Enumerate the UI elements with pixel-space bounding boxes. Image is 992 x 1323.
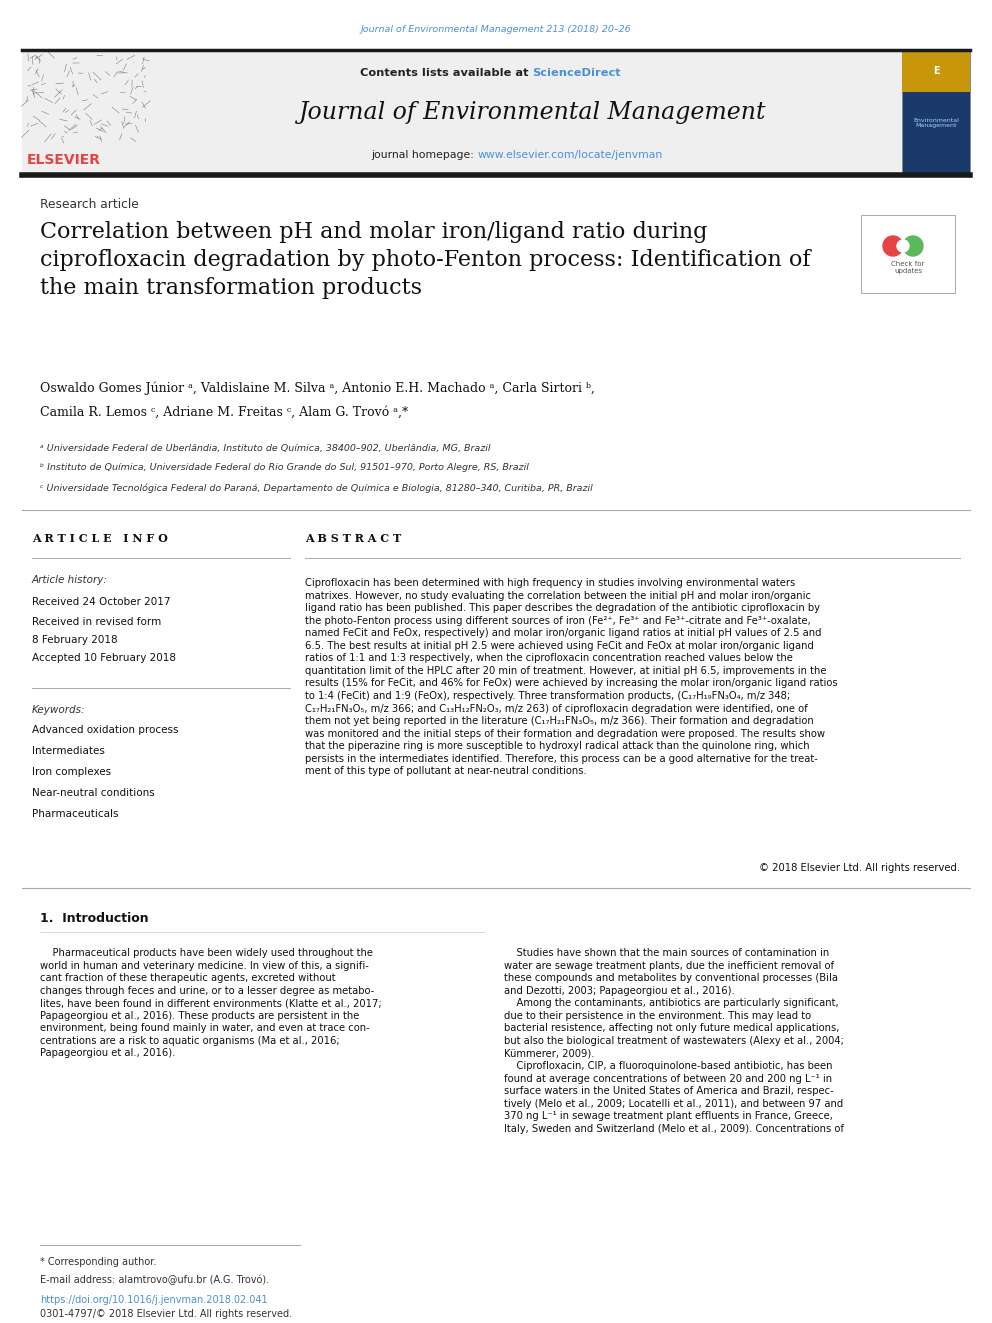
Text: 8 February 2018: 8 February 2018 <box>32 635 118 646</box>
FancyBboxPatch shape <box>22 50 970 175</box>
Text: © 2018 Elsevier Ltd. All rights reserved.: © 2018 Elsevier Ltd. All rights reserved… <box>759 863 960 873</box>
Text: ᵇ Instituto de Química, Universidade Federal do Rio Grande do Sul, 91501–970, Po: ᵇ Instituto de Química, Universidade Fed… <box>40 463 529 472</box>
Text: Advanced oxidation process: Advanced oxidation process <box>32 725 179 736</box>
Text: Environmental
Management: Environmental Management <box>913 118 959 128</box>
Text: Article history:: Article history: <box>32 576 108 585</box>
Text: A B S T R A C T: A B S T R A C T <box>305 532 401 544</box>
Text: Received 24 October 2017: Received 24 October 2017 <box>32 597 171 607</box>
Text: Correlation between pH and molar iron/ligand ratio during
ciprofloxacin degradat: Correlation between pH and molar iron/li… <box>40 221 810 299</box>
Text: ᵃ Universidade Federal de Uberlândia, Instituto de Química, 38400–902, Uberlândi: ᵃ Universidade Federal de Uberlândia, In… <box>40 443 490 452</box>
Circle shape <box>903 235 923 255</box>
Text: Pharmaceuticals: Pharmaceuticals <box>32 808 118 819</box>
Text: Studies have shown that the main sources of contamination in
water are sewage tr: Studies have shown that the main sources… <box>504 949 844 1134</box>
Text: Research article: Research article <box>40 198 139 212</box>
Text: Accepted 10 February 2018: Accepted 10 February 2018 <box>32 654 176 663</box>
Text: Oswaldo Gomes Júnior ᵃ, Valdislaine M. Silva ᵃ, Antonio E.H. Machado ᵃ, Carla Si: Oswaldo Gomes Júnior ᵃ, Valdislaine M. S… <box>40 381 595 394</box>
Text: * Corresponding author.: * Corresponding author. <box>40 1257 157 1267</box>
Text: Keywords:: Keywords: <box>32 705 85 714</box>
Text: Journal of Environmental Management 213 (2018) 20–26: Journal of Environmental Management 213 … <box>361 25 631 34</box>
Text: Ciprofloxacin has been determined with high frequency in studies involving envir: Ciprofloxacin has been determined with h… <box>305 578 837 777</box>
Circle shape <box>897 239 909 251</box>
Text: https://doi.org/10.1016/j.jenvman.2018.02.041: https://doi.org/10.1016/j.jenvman.2018.0… <box>40 1295 268 1304</box>
Text: journal homepage:: journal homepage: <box>371 149 477 160</box>
Text: E: E <box>932 66 939 75</box>
Text: Check for
updates: Check for updates <box>892 262 925 274</box>
Text: 0301-4797/© 2018 Elsevier Ltd. All rights reserved.: 0301-4797/© 2018 Elsevier Ltd. All right… <box>40 1308 292 1319</box>
Text: www.elsevier.com/locate/jenvman: www.elsevier.com/locate/jenvman <box>477 149 663 160</box>
Text: Intermediates: Intermediates <box>32 746 105 755</box>
Text: Contents lists available at: Contents lists available at <box>360 67 533 78</box>
Text: Journal of Environmental Management: Journal of Environmental Management <box>299 102 766 124</box>
Text: A R T I C L E   I N F O: A R T I C L E I N F O <box>32 532 168 544</box>
FancyBboxPatch shape <box>902 50 970 93</box>
Text: E-mail address: alamtrovo@ufu.br (A.G. Trovó).: E-mail address: alamtrovo@ufu.br (A.G. T… <box>40 1275 269 1285</box>
Text: Camila R. Lemos ᶜ, Adriane M. Freitas ᶜ, Alam G. Trovó ᵃ,*: Camila R. Lemos ᶜ, Adriane M. Freitas ᶜ,… <box>40 406 409 418</box>
Text: Iron complexes: Iron complexes <box>32 767 111 777</box>
FancyBboxPatch shape <box>902 50 970 175</box>
Text: Pharmaceutical products have been widely used throughout the
world in human and : Pharmaceutical products have been widely… <box>40 949 382 1058</box>
Text: ELSEVIER: ELSEVIER <box>27 153 101 167</box>
Text: ScienceDirect: ScienceDirect <box>533 67 621 78</box>
Text: Near-neutral conditions: Near-neutral conditions <box>32 789 155 798</box>
FancyBboxPatch shape <box>861 216 955 292</box>
Text: ᶜ Universidade Tecnológica Federal do Paraná, Departamento de Química e Biologia: ᶜ Universidade Tecnológica Federal do Pa… <box>40 483 593 492</box>
FancyBboxPatch shape <box>22 50 155 175</box>
Circle shape <box>883 235 903 255</box>
Text: 1.  Introduction: 1. Introduction <box>40 912 149 925</box>
Text: Received in revised form: Received in revised form <box>32 617 162 627</box>
